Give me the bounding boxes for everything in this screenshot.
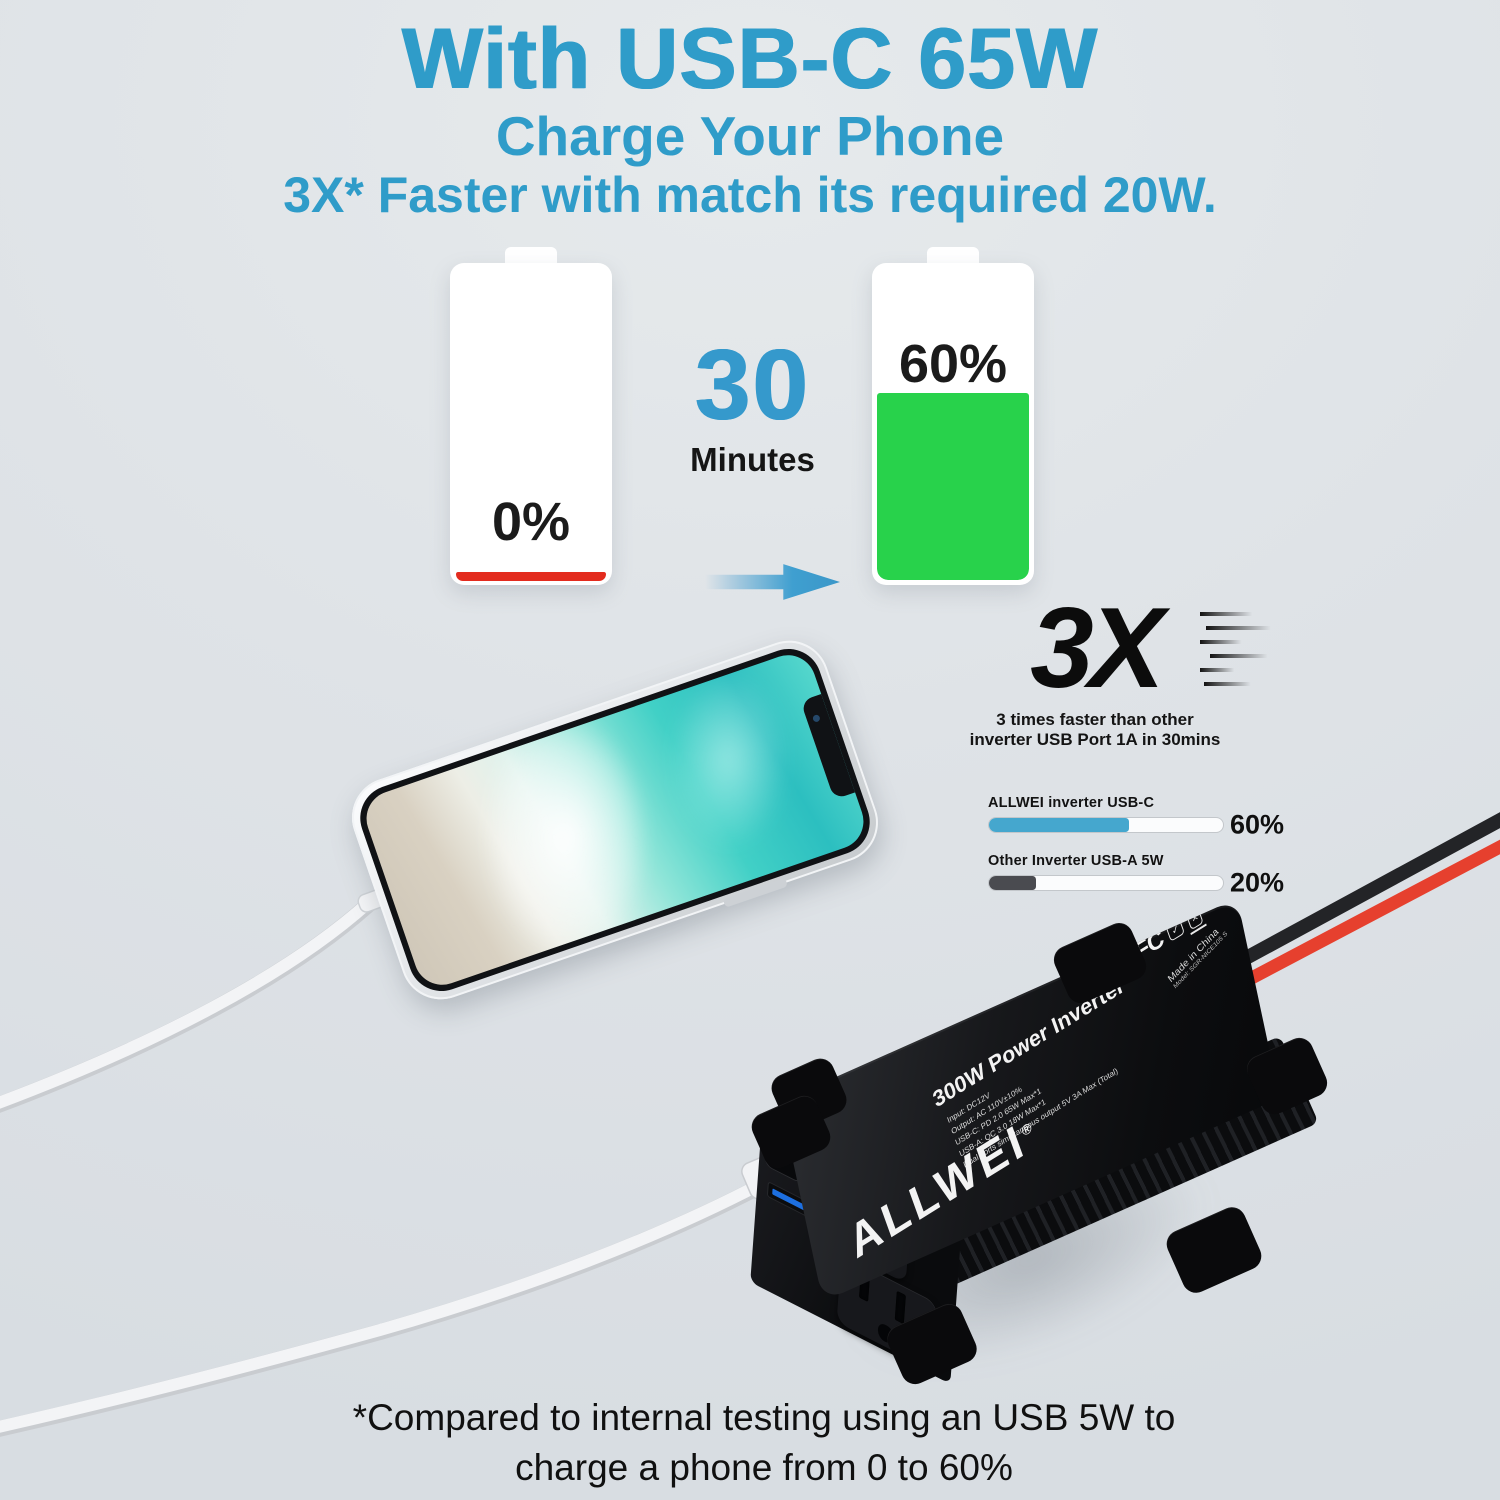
page-title: With USB-C 65W: [401, 11, 1099, 107]
chart-row: ALLWEI inverter USB-C 60%: [988, 795, 1318, 840]
header-tagline: 3X* Faster with match its required 20W.: [283, 167, 1217, 223]
header-subtitle: Charge Your Phone: [495, 105, 1005, 167]
battery-cap: [505, 247, 557, 267]
battery-body: 60%: [872, 263, 1034, 585]
bar-label-other: Other Inverter USB-A 5W: [988, 853, 1164, 869]
inverter-cable: [0, 1172, 778, 1433]
chart-row: Other Inverter USB-A 5W 20%: [988, 853, 1318, 898]
battery-fill-area: [877, 268, 1029, 580]
outlet-slot: [894, 1290, 906, 1325]
battery-before-percent: 0%: [491, 492, 571, 552]
claim-caption-line2: inverter USB Port 1A in 30mins: [969, 730, 1221, 749]
disclaimer-line1: *Compared to internal testing using an U…: [352, 1397, 1176, 1438]
bar-track: 20%: [988, 868, 1284, 898]
bar-fill-allwei: [989, 818, 1130, 832]
battery-low-level-strip: [456, 572, 606, 581]
battery-green-fill: [877, 392, 1029, 580]
disclaimer: *Compared to internal testing using an U…: [14, 1393, 1500, 1493]
bar-track: 60%: [988, 810, 1284, 840]
speed-claim: 3X 3 times faster than other inverter US…: [900, 592, 1290, 750]
battery-body: 0%: [450, 263, 612, 585]
battery-before: 0%: [450, 247, 612, 585]
bar-value-allwei: 60%: [1230, 809, 1285, 840]
claim-caption-line1: 3 times faster than other: [996, 710, 1194, 729]
phone-screen-wallpaper: [358, 647, 872, 993]
duration-value: 30: [694, 329, 811, 441]
bar-fill-other: [989, 876, 1036, 890]
battery-cap: [927, 247, 979, 267]
multiplier-text: 3X: [1030, 585, 1164, 712]
duration-unit: Minutes: [690, 441, 815, 478]
battery-after-percent: 60%: [898, 334, 1008, 394]
comparison-bar-chart: ALLWEI inverter USB-C 60% Other Inverter…: [988, 795, 1318, 911]
bar-label-allwei: ALLWEI inverter USB-C: [988, 795, 1155, 811]
smartphone: [335, 622, 895, 1034]
battery-after: 60%: [872, 247, 1034, 585]
disclaimer-line2: charge a phone from 0 to 60%: [515, 1446, 1013, 1488]
phone-cable: [0, 897, 374, 1109]
bar-value-other: 20%: [1230, 867, 1285, 898]
speed-lines-decoration: [1200, 612, 1278, 696]
